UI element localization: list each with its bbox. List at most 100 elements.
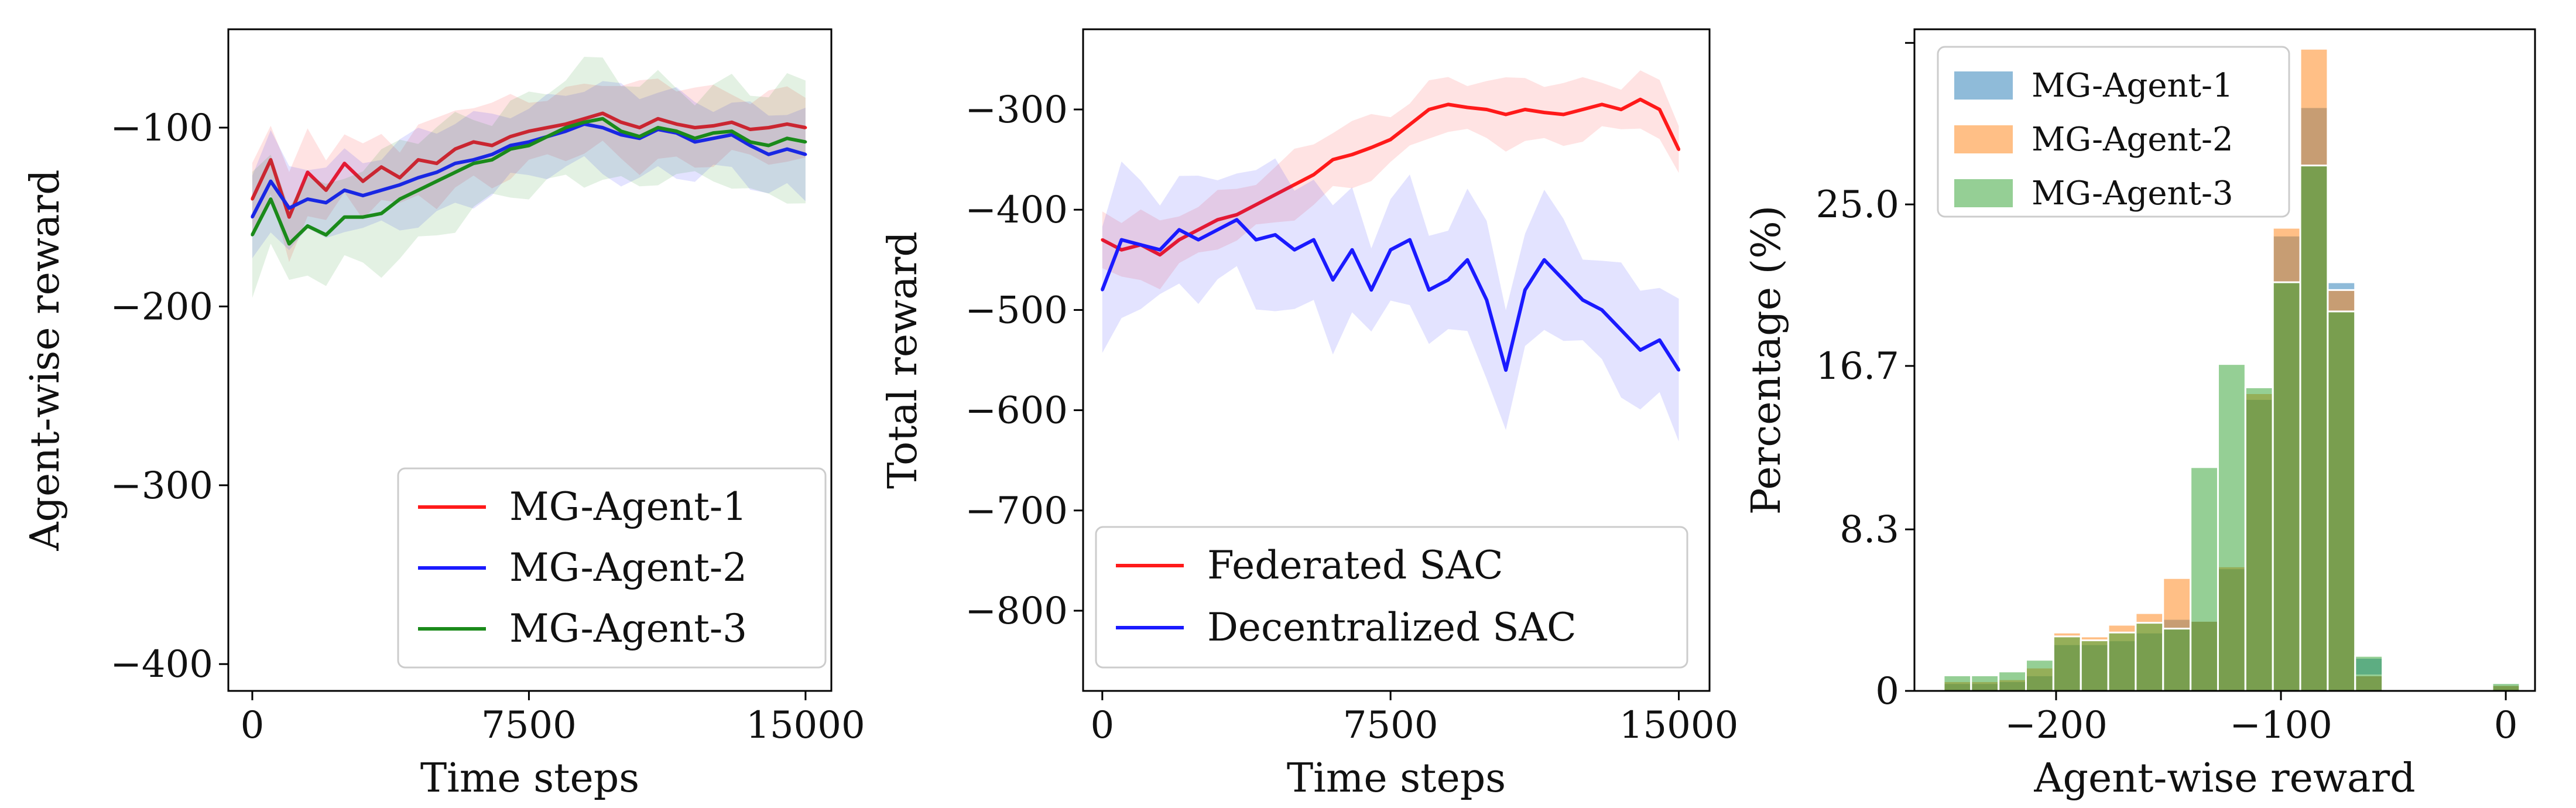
legend-label-2: MG-Agent-3 <box>509 606 747 651</box>
series-1-point <box>509 144 512 148</box>
series-0-point <box>1331 158 1335 162</box>
series-1-point <box>1197 238 1200 242</box>
legend: MG-Agent-1 MG-Agent-2 MG-Agent-3 <box>1937 46 2290 218</box>
series-2-point <box>804 140 807 143</box>
series-2-point <box>546 135 549 138</box>
series-0-point <box>1120 248 1123 252</box>
hist-bar-2 <box>2217 363 2246 691</box>
series-1-point <box>472 158 475 162</box>
series-0-point <box>324 189 328 192</box>
series-1-point <box>693 140 697 143</box>
hist-bar-2 <box>1998 670 2027 691</box>
series-0-point <box>1639 98 1642 101</box>
series-0-point <box>490 144 494 148</box>
y-axis-label: Agent-wise reward <box>22 169 68 551</box>
series-2-point <box>453 170 457 174</box>
series-0-point <box>1600 102 1604 106</box>
series-1-point <box>730 133 734 136</box>
series-0-point <box>748 128 752 131</box>
series-2-point <box>674 129 678 133</box>
series-2-point <box>472 162 475 165</box>
series-1-point <box>1216 228 1220 231</box>
hist-bar-2 <box>1970 674 2000 691</box>
series-0-point <box>804 126 807 129</box>
series-1-point <box>1465 258 1469 262</box>
series-1-point <box>1273 233 1277 237</box>
series-1-point <box>804 153 807 156</box>
y-axis-label: Total reward <box>880 231 926 489</box>
series-1-point <box>1619 328 1623 332</box>
series-0-point <box>638 126 641 129</box>
series-1-point <box>527 140 530 143</box>
series-2-point <box>287 242 291 245</box>
hist-bar-2 <box>1943 674 1972 691</box>
series-1-point <box>324 201 328 204</box>
series-1-point <box>1312 238 1316 242</box>
series-2-point <box>748 140 752 143</box>
legend-box <box>1937 46 2290 218</box>
axes-frame <box>227 28 833 692</box>
y-tick-label: −400 <box>965 189 1068 232</box>
series-2-point <box>785 136 789 140</box>
chart-agent-wise: 0 7500 15000 −400 −300 −200 −100 Time steps Agen… <box>22 28 865 802</box>
legend-label-0: MG-Agent-1 <box>2032 67 2234 105</box>
series-1-point <box>1120 238 1123 242</box>
series-0-point <box>453 148 457 151</box>
series-1-point <box>767 153 770 156</box>
series-0-point <box>711 124 715 128</box>
hist-bar-2 <box>2135 622 2164 691</box>
series-1-point <box>269 180 272 183</box>
y-tick-label: −700 <box>965 489 1068 533</box>
series-2-point <box>398 197 402 201</box>
series-band-2 <box>252 57 806 298</box>
y-tick-label: 0 <box>1875 670 1899 713</box>
series-1-point <box>453 162 457 165</box>
series-2-point <box>490 158 494 162</box>
series-0-point <box>1658 108 1662 111</box>
series-1-point <box>379 189 383 192</box>
series-1-point <box>564 129 567 133</box>
hist-bar-2 <box>2244 386 2274 691</box>
series-0-point <box>656 117 660 121</box>
y-tick-label: −300 <box>110 464 213 508</box>
series-0-point <box>527 129 530 133</box>
series-0-point <box>619 121 623 124</box>
series-1-point <box>342 189 346 192</box>
series-0-point <box>472 140 475 143</box>
series-0-point <box>361 180 365 183</box>
series-0-point <box>1504 113 1508 117</box>
legend-swatch-0 <box>1954 71 2013 100</box>
series-1-point <box>1562 278 1566 282</box>
series-0-point <box>251 197 254 201</box>
series-1-point <box>1139 243 1142 246</box>
x-tick-label: 15000 <box>1619 704 1739 747</box>
series-0-point <box>1389 138 1392 141</box>
series-0-point <box>509 135 512 138</box>
chart-total: 0 7500 15000 −800 −700 −600 −500 −400 −300 Time s… <box>880 28 1739 802</box>
series-2-point <box>564 126 567 129</box>
series-1-point <box>361 194 365 197</box>
legend-box <box>1095 526 1688 669</box>
series-1-point <box>619 133 623 136</box>
series-0-point <box>1254 203 1258 207</box>
legend: MG-Agent-1 MG-Agent-2 MG-Agent-3 <box>397 467 827 669</box>
y-tick-label: 8.3 <box>1839 508 1899 552</box>
series-0-point <box>730 121 734 124</box>
series-1-point <box>490 153 494 156</box>
series-2-point <box>693 136 697 140</box>
series-2-point <box>730 129 734 133</box>
legend-swatch-2 <box>1954 179 2013 207</box>
hist-bar-2 <box>2162 628 2192 691</box>
series-1-point <box>1408 238 1412 242</box>
series-0-point <box>1543 111 1546 114</box>
series-2-point <box>435 180 439 183</box>
series-1-point <box>1543 258 1546 262</box>
series-1-point <box>416 176 420 179</box>
hist-bar-2 <box>2052 635 2082 691</box>
series-0-point <box>1427 108 1431 111</box>
y-tick-label: −600 <box>965 389 1068 433</box>
series-1-point <box>435 170 439 174</box>
series-1-point <box>748 144 752 148</box>
series-0-point <box>1273 193 1277 196</box>
